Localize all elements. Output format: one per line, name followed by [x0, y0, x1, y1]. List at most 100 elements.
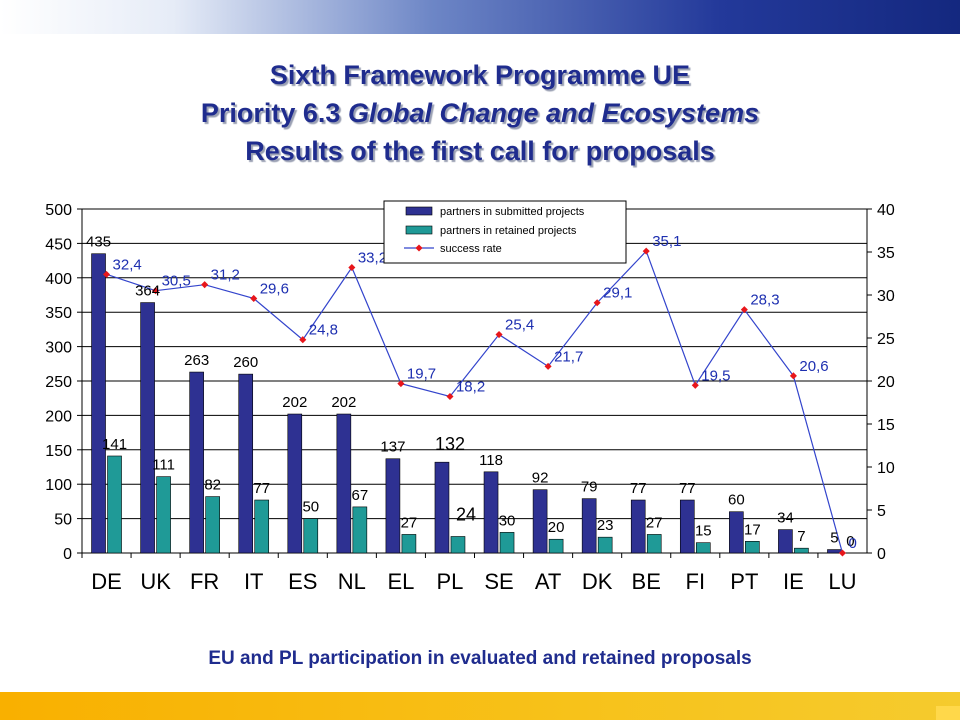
bar-submitted-lu: [827, 549, 842, 554]
bar-retained-uk: [156, 476, 171, 554]
success-rate-marker-fr: [201, 281, 209, 289]
label-submitted-fr: 263: [184, 352, 209, 369]
top-banner: [0, 0, 960, 34]
label-success-el: 19,7: [407, 366, 436, 383]
bar-retained-es: [303, 518, 319, 554]
left-tick-label: 250: [45, 374, 72, 391]
category-label-pt: PT: [730, 569, 758, 594]
legend-swatch-submitted: [405, 206, 433, 216]
bar-submitted-el: [385, 458, 401, 554]
bar-submitted-pl: [434, 461, 450, 554]
bar-retained-se: [499, 532, 515, 554]
category-label-se: SE: [484, 569, 513, 594]
success-rate-marker-pl: [446, 392, 454, 401]
legend-label-submitted: partners in submitted projects: [440, 206, 585, 218]
bar-submitted-at: [532, 489, 548, 554]
label-submitted-at: 92: [532, 470, 549, 487]
category-label-pl: PL: [437, 569, 464, 594]
label-retained-es: 50: [302, 499, 319, 516]
label-success-at: 21,7: [554, 348, 583, 365]
success-rate-marker-ie: [789, 372, 797, 380]
bottom-banner: [0, 692, 960, 720]
bar-submitted-es: [287, 413, 303, 554]
label-submitted-el: 137: [380, 439, 405, 456]
success-rate-marker-el: [397, 380, 405, 388]
success-rate-marker-uk: [152, 287, 160, 295]
label-retained-nl: 67: [352, 487, 369, 504]
bar-submitted-de: [91, 253, 106, 554]
label-retained-de: 141: [102, 436, 127, 453]
title-line-2: Priority 6.3 Global Change and Ecosystem…: [0, 98, 960, 129]
label-success-pt: 28,3: [750, 292, 779, 309]
success-rate-marker-fi: [691, 381, 699, 389]
label-retained-el: 27: [401, 514, 418, 531]
bar-retained-at: [548, 538, 564, 554]
label-submitted-be: 77: [630, 480, 647, 497]
bar-submitted-uk: [140, 302, 155, 554]
success-rate-marker-it: [250, 294, 258, 302]
label-success-es: 24,8: [309, 322, 338, 339]
bar-retained-pt: [745, 541, 760, 554]
right-tick-label: 25: [877, 331, 895, 348]
success-rate-marker-at: [544, 362, 552, 370]
chart-caption: EU and PL participation in evaluated and…: [208, 648, 752, 669]
success-rate-marker-nl: [348, 263, 356, 272]
bar-submitted-be: [630, 499, 646, 554]
bar-submitted-pt: [729, 511, 744, 554]
label-submitted-pl: 132: [435, 434, 465, 454]
right-tick-label: 10: [877, 460, 895, 477]
title-line-3: Results of the first call for proposals: [245, 136, 715, 166]
category-label-at: AT: [535, 569, 561, 594]
label-retained-uk: 111: [152, 457, 175, 474]
label-success-dk: 29,1: [603, 285, 632, 302]
bar-retained-fr: [205, 496, 220, 554]
label-submitted-se: 118: [479, 452, 503, 469]
left-tick-label: 150: [45, 443, 72, 460]
label-retained-it: 77: [253, 480, 270, 497]
right-tick-label: 35: [877, 245, 895, 262]
category-label-it: IT: [244, 569, 264, 594]
bar-retained-ie: [794, 547, 809, 554]
label-submitted-de: 435: [86, 234, 111, 251]
label-retained-pt: 17: [744, 521, 761, 538]
legend-label-retained: partners in retained projects: [440, 225, 577, 237]
right-tick-label: 15: [877, 417, 895, 434]
bar-submitted-nl: [336, 413, 352, 554]
bar-submitted-se: [483, 471, 499, 554]
label-submitted-fi: 77: [679, 480, 696, 497]
bar-retained-pl: [450, 536, 466, 554]
label-retained-fr: 82: [204, 477, 221, 494]
bar-retained-de: [107, 455, 122, 554]
data-labels-group: 435 141 364 111 263 82 260 77 202 50 202 67 137 27 132…: [86, 233, 857, 552]
success-rate-marker-pt: [740, 306, 748, 314]
bar-submitted-it: [238, 373, 254, 554]
title-line-2-italic: Global Change and Ecosystems: [347, 98, 760, 128]
left-tick-label: 50: [54, 512, 72, 529]
label-success-it: 29,6: [260, 280, 289, 297]
label-retained-pl: 24: [456, 504, 476, 524]
title-line-1: Sixth Framework Programme UE: [269, 60, 691, 90]
label-submitted-dk: 79: [581, 479, 598, 496]
left-tick-label: 0: [63, 546, 72, 563]
label-success-uk: 30,5: [162, 273, 191, 290]
label-success-fr: 31,2: [211, 267, 240, 284]
left-tick-label: 400: [45, 271, 72, 288]
category-label-dk: DK: [582, 569, 613, 594]
left-tick-label: 200: [45, 408, 72, 425]
category-label-nl: NL: [338, 569, 366, 594]
left-tick-label: 350: [45, 305, 72, 322]
corner-decoration: [936, 706, 960, 720]
bar-submitted-dk: [581, 498, 597, 554]
right-tick-label: 5: [877, 503, 886, 520]
right-tick-label: 0: [877, 546, 886, 563]
category-label-uk: UK: [140, 569, 171, 594]
category-label-de: DE: [91, 569, 122, 594]
label-success-se: 25,4: [505, 317, 534, 334]
label-success-be: 35,1: [652, 233, 681, 250]
left-tick-label: 500: [45, 202, 72, 219]
legend: partners in submitted projects partners i…: [383, 200, 627, 264]
success-rate-marker-be: [642, 247, 650, 255]
right-tick-label: 20: [877, 374, 895, 391]
combo-chart: 4351413641112638226077202502026713727132…: [45, 200, 895, 594]
legend-label-success: success rate: [440, 243, 502, 255]
